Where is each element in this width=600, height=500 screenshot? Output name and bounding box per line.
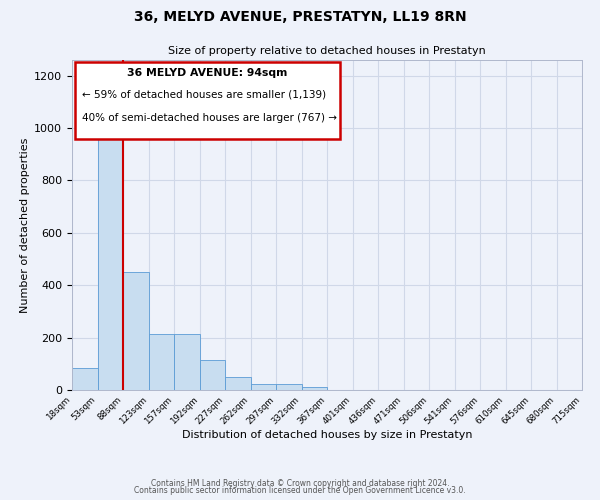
- Bar: [174, 334, 199, 390]
- Bar: [123, 272, 149, 390]
- Bar: [97, 134, 123, 390]
- Text: 36, MELYD AVENUE, PRESTATYN, LL19 8RN: 36, MELYD AVENUE, PRESTATYN, LL19 8RN: [134, 10, 466, 24]
- Text: 40% of semi-detached houses are larger (767) →: 40% of semi-detached houses are larger (…: [82, 113, 337, 123]
- Text: Contains public sector information licensed under the Open Government Licence v3: Contains public sector information licen…: [134, 486, 466, 495]
- Bar: [149, 334, 174, 390]
- Bar: [72, 368, 97, 390]
- Text: 36 MELYD AVENUE: 94sqm: 36 MELYD AVENUE: 94sqm: [127, 68, 287, 78]
- X-axis label: Distribution of detached houses by size in Prestatyn: Distribution of detached houses by size …: [182, 430, 472, 440]
- Text: ← 59% of detached houses are smaller (1,139): ← 59% of detached houses are smaller (1,…: [82, 90, 326, 100]
- Text: Contains HM Land Registry data © Crown copyright and database right 2024.: Contains HM Land Registry data © Crown c…: [151, 478, 449, 488]
- Bar: [302, 388, 327, 390]
- Bar: [225, 377, 251, 390]
- Y-axis label: Number of detached properties: Number of detached properties: [20, 138, 30, 312]
- Bar: [199, 360, 225, 390]
- Bar: [251, 384, 276, 390]
- Bar: [276, 384, 302, 390]
- FancyBboxPatch shape: [74, 62, 340, 139]
- Title: Size of property relative to detached houses in Prestatyn: Size of property relative to detached ho…: [168, 46, 486, 56]
